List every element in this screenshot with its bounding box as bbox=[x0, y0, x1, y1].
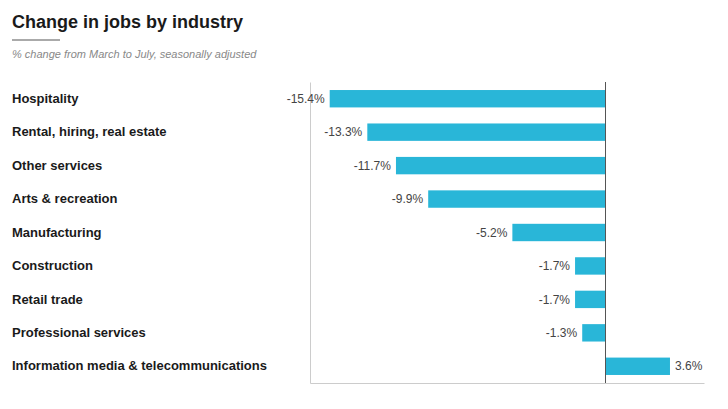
bar bbox=[575, 291, 605, 308]
y-tick: Retail trade bbox=[12, 292, 310, 307]
bar bbox=[582, 324, 605, 341]
y-tick: Arts & recreation bbox=[12, 191, 310, 206]
y-axis-line bbox=[310, 83, 311, 384]
bar bbox=[575, 257, 605, 274]
title-underline bbox=[12, 39, 60, 41]
data-label: -15.4% bbox=[287, 92, 325, 106]
subtitle: % change from March to July, seasonally … bbox=[12, 48, 257, 60]
bar bbox=[428, 190, 605, 207]
category-label: Rental, hiring, real estate bbox=[12, 124, 167, 139]
category-label: Retail trade bbox=[12, 292, 83, 307]
category-label: Arts & recreation bbox=[12, 191, 118, 206]
data-label: -11.7% bbox=[354, 159, 391, 173]
bar bbox=[396, 157, 606, 174]
y-tick: Professional services bbox=[12, 325, 310, 340]
data-labels: -15.4% -13.3% -11.7% -9.9% -5.2% -1.7% -1.7% -1… bbox=[287, 92, 703, 374]
category-label: Hospitality bbox=[12, 91, 79, 106]
y-tick: Hospitality bbox=[12, 91, 310, 106]
bars bbox=[330, 90, 670, 375]
x-axis bbox=[311, 383, 705, 384]
data-label: 3.6% bbox=[675, 359, 703, 373]
x-axis-line bbox=[311, 383, 705, 384]
category-label: Construction bbox=[12, 258, 93, 273]
bar bbox=[367, 123, 605, 140]
plot: Hospitality Rental, hiring, real estate Ot… bbox=[12, 82, 705, 384]
y-axis: Hospitality Rental, hiring, real estate Ot… bbox=[12, 83, 311, 384]
y-tick: Other services bbox=[12, 158, 310, 173]
data-label: -1.3% bbox=[546, 326, 578, 340]
category-label: Information media & telecommunications bbox=[12, 358, 267, 373]
bar bbox=[606, 358, 670, 375]
data-label: -13.3% bbox=[324, 125, 362, 139]
bar bbox=[330, 90, 606, 107]
data-label: -5.2% bbox=[476, 226, 508, 240]
category-label: Professional services bbox=[12, 325, 146, 340]
y-tick: Construction bbox=[12, 258, 310, 273]
data-label: -1.7% bbox=[539, 259, 571, 273]
y-tick: Rental, hiring, real estate bbox=[12, 124, 310, 139]
zero-line bbox=[605, 82, 606, 383]
chart: Change in jobs by industry % change from … bbox=[0, 0, 728, 409]
data-label: -1.7% bbox=[539, 293, 571, 307]
y-tick: Manufacturing bbox=[12, 225, 310, 240]
category-label: Other services bbox=[12, 158, 102, 173]
title: Change in jobs by industry bbox=[12, 12, 243, 32]
bar bbox=[512, 224, 605, 241]
data-label: -9.9% bbox=[392, 192, 424, 206]
category-label: Manufacturing bbox=[12, 225, 102, 240]
y-tick: Information media & telecommunications bbox=[12, 358, 310, 373]
